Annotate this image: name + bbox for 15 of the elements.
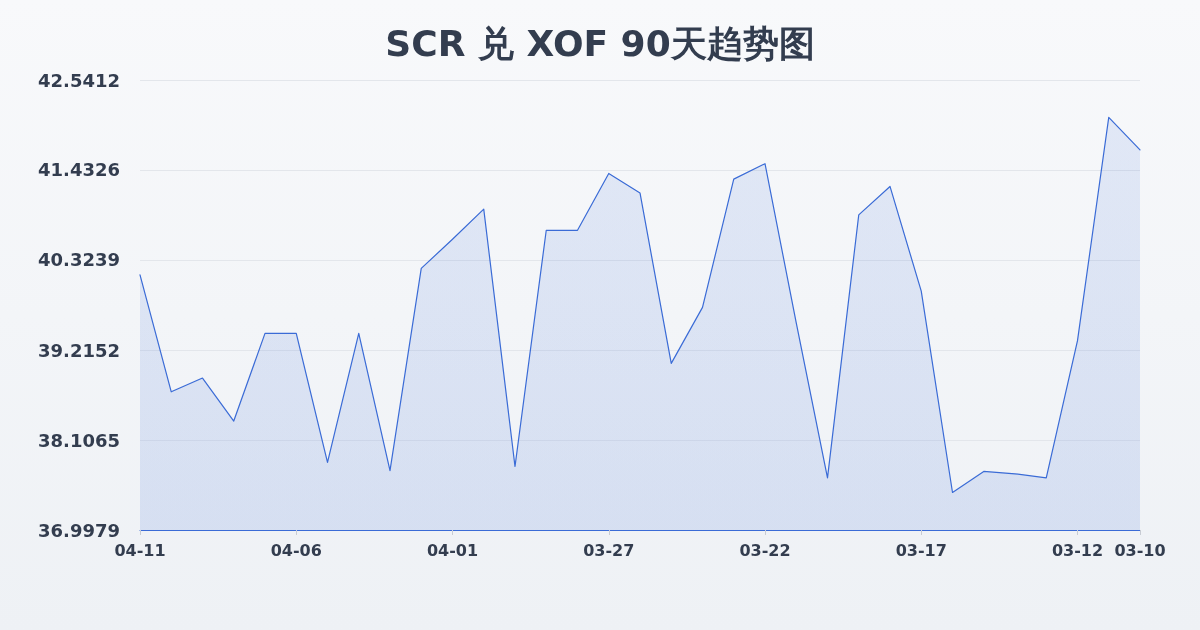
x-tick-label: 04-06 [270,540,322,560]
y-tick-label: 42.5412 [38,69,120,91]
chart-title: SCR 兑 XOF 90天趋势图 [385,22,815,64]
x-tick-label: 03-17 [895,540,947,560]
y-tick-label: 41.4326 [38,159,120,181]
y-tick-label: 39.2152 [38,339,120,361]
x-tick-label: 04-11 [114,540,166,560]
y-tick-label: 38.1065 [38,429,120,451]
x-tick-label: 03-10 [1114,540,1166,560]
x-tick-label: 04-01 [426,540,479,560]
y-tick-label: 40.3239 [38,249,120,271]
x-tick-label: 03-12 [1051,540,1104,560]
y-tick-label: 36.9979 [38,519,120,541]
x-tick-label: 03-27 [583,540,635,560]
x-tick-label: 03-22 [739,540,791,560]
